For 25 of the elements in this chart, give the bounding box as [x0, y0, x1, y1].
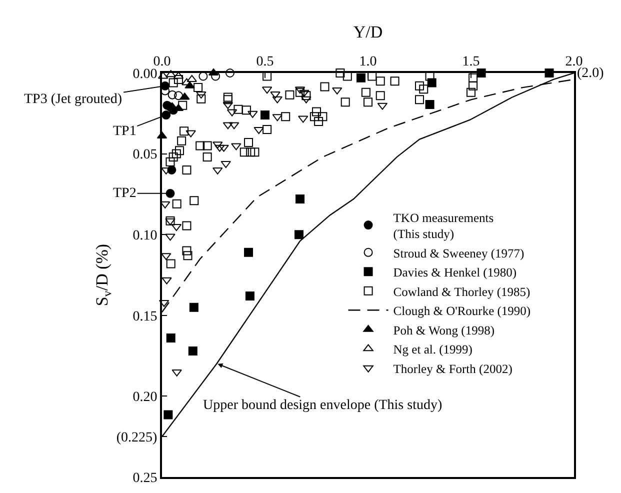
legend-label: Cowland & Thorley (1985) [393, 284, 530, 299]
x-tick-label: 1.0 [359, 54, 377, 70]
legend-label: Ng et al. (1999) [393, 342, 472, 357]
annotation: TP3 (Jet grouted) [24, 92, 122, 107]
y-tick-label: 0.15 [132, 309, 158, 324]
x-tick-label: 0.0 [153, 54, 171, 70]
legend-label: Clough & O'Rourke (1990) [393, 304, 531, 318]
x-tick-label: 1.5 [462, 54, 480, 70]
y-tick-label: (0.225) [116, 430, 158, 446]
x-tick-label: 0.5 [256, 54, 274, 70]
y-tick-label: 0.10 [132, 228, 158, 244]
legend-label: TKO measurements (This study) [393, 210, 494, 242]
y-tick-label: 0.05 [132, 148, 158, 163]
y-tick-label: 0.00 [132, 66, 158, 82]
x-axis-title: Y/D [353, 22, 383, 42]
annotation: Upper bound design envelope (This study) [203, 398, 442, 413]
legend-label: Thorley & Forth (2002) [393, 362, 512, 376]
annotation: (2.0) [577, 66, 604, 81]
legend-label: Stroud & Sweeney (1977) [393, 246, 524, 260]
annotation: TP2 [113, 186, 136, 201]
legend-label: Poh & Wong (1998) [393, 323, 494, 338]
legend-label: Davies & Henkel (1980) [393, 266, 517, 280]
annotation: TP1 [113, 124, 136, 139]
y-tick-label: 0.25 [132, 470, 158, 486]
y-tick-label: 0.20 [132, 390, 158, 406]
